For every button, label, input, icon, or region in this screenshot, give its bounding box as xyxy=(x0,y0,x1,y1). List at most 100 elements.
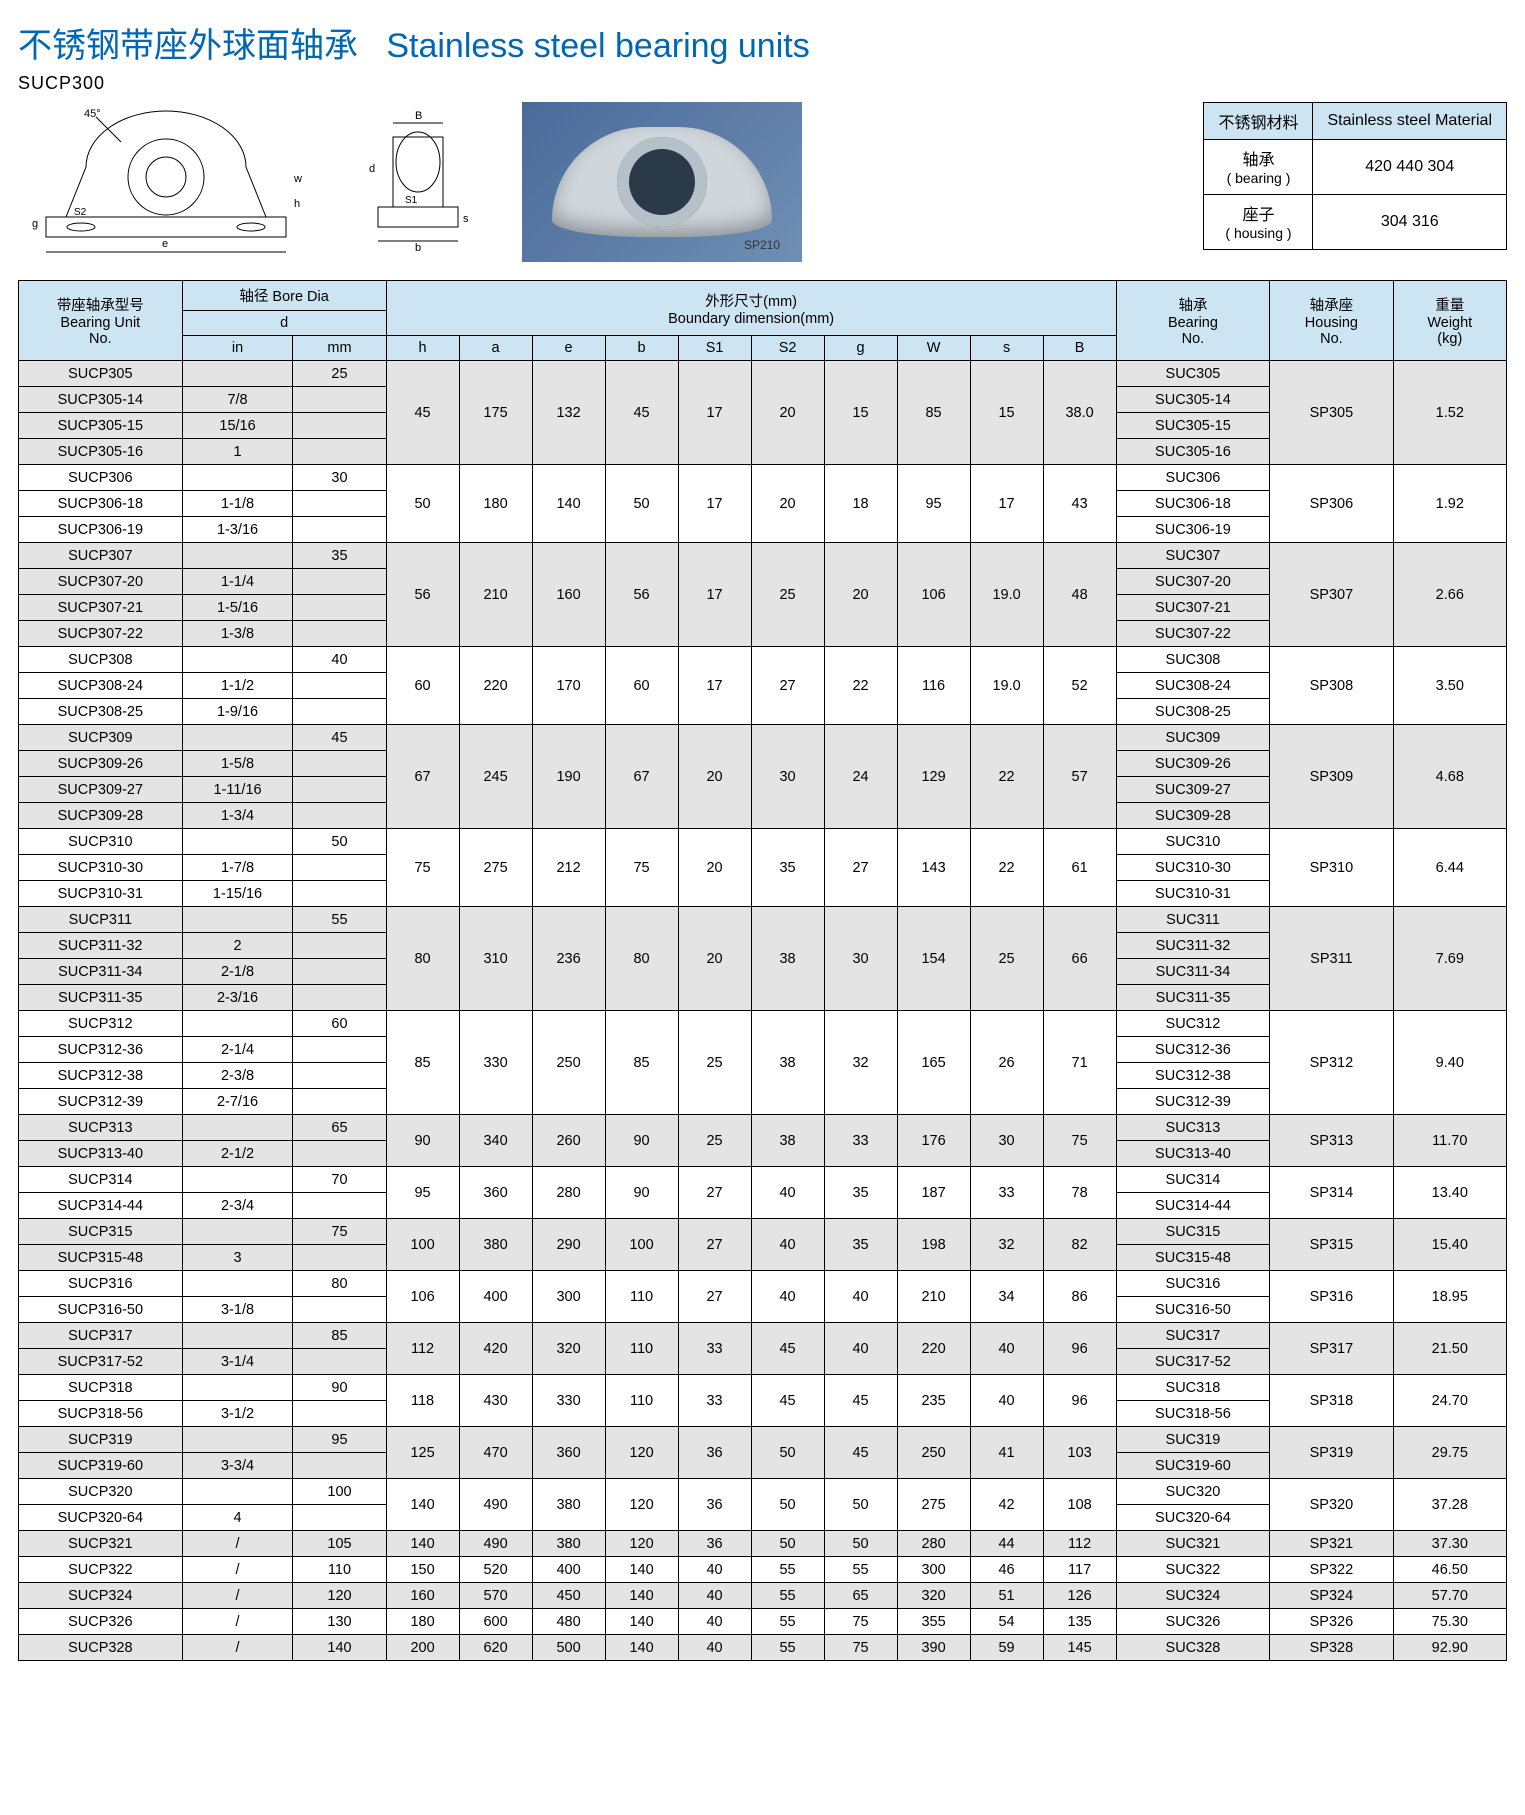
table-row: SUCP322/11015052040014040555530046117SUC… xyxy=(19,1557,1507,1583)
cell-in xyxy=(182,647,293,673)
cell-mm: 90 xyxy=(293,1375,386,1401)
table-row: SUCP318901184303301103345452354096SUC318… xyxy=(19,1375,1507,1401)
cell-mm xyxy=(293,777,386,803)
cell-bearing: SUC319 xyxy=(1116,1427,1270,1453)
col-unit: 带座轴承型号 Bearing Unit No. xyxy=(19,281,183,361)
cell-dim: 17 xyxy=(678,465,751,543)
cell-dim: 85 xyxy=(605,1011,678,1115)
cell-in: / xyxy=(182,1557,293,1583)
cell-unit: SUCP314-44 xyxy=(19,1193,183,1219)
cell-dim: 25 xyxy=(970,907,1043,1011)
cell-dim: 50 xyxy=(386,465,459,543)
table-row: SUCP3136590340260902538331763075SUC313SP… xyxy=(19,1115,1507,1141)
cell-dim: 160 xyxy=(386,1583,459,1609)
cell-housing: SP317 xyxy=(1270,1323,1393,1375)
cell-dim: 42 xyxy=(970,1479,1043,1531)
cell-dim: 176 xyxy=(897,1115,970,1167)
cell-dim: 55 xyxy=(751,1609,824,1635)
cell-weight: 6.44 xyxy=(1393,829,1506,907)
cell-dim: 55 xyxy=(751,1583,824,1609)
mat-row-label: 轴承 ( bearing ) xyxy=(1204,140,1313,195)
col-b: b xyxy=(605,336,678,361)
cell-unit: SUCP311 xyxy=(19,907,183,933)
cell-dim: 45 xyxy=(751,1375,824,1427)
cell-dim: 50 xyxy=(751,1531,824,1557)
cell-bearing: SUC307-22 xyxy=(1116,621,1270,647)
cell-mm xyxy=(293,881,386,907)
svg-text:45°: 45° xyxy=(84,108,101,120)
cell-unit: SUCP307-22 xyxy=(19,621,183,647)
cell-dim: 56 xyxy=(386,543,459,647)
cell-dim: 54 xyxy=(970,1609,1043,1635)
cell-dim: 320 xyxy=(532,1323,605,1375)
cell-housing: SP316 xyxy=(1270,1271,1393,1323)
cell-dim: 55 xyxy=(824,1557,897,1583)
spec-table: 带座轴承型号 Bearing Unit No. 轴径 Bore Dia 外形尺寸… xyxy=(18,280,1507,1661)
cell-weight: 24.70 xyxy=(1393,1375,1506,1427)
cell-unit: SUCP315-48 xyxy=(19,1245,183,1271)
cell-dim: 135 xyxy=(1043,1609,1116,1635)
cell-dim: 330 xyxy=(459,1011,532,1115)
cell-unit: SUCP316 xyxy=(19,1271,183,1297)
cell-dim: 20 xyxy=(751,465,824,543)
cell-dim: 340 xyxy=(459,1115,532,1167)
cell-in: 3-1/8 xyxy=(182,1297,293,1323)
cell-dim: 67 xyxy=(386,725,459,829)
cell-in: / xyxy=(182,1583,293,1609)
cell-in xyxy=(182,1167,293,1193)
cell-dim: 40 xyxy=(824,1271,897,1323)
bearing-icon xyxy=(552,127,772,237)
cell-dim: 44 xyxy=(970,1531,1043,1557)
cell-bearing: SUC315-48 xyxy=(1116,1245,1270,1271)
cell-bearing: SUC312 xyxy=(1116,1011,1270,1037)
cell-dim: 143 xyxy=(897,829,970,907)
cell-dim: 15 xyxy=(824,361,897,465)
cell-dim: 450 xyxy=(532,1583,605,1609)
cell-unit: SUCP309-27 xyxy=(19,777,183,803)
cell-unit: SUCP312 xyxy=(19,1011,183,1037)
cell-dim: 500 xyxy=(532,1635,605,1661)
cell-in xyxy=(182,1271,293,1297)
cell-unit: SUCP310 xyxy=(19,829,183,855)
header-row: 45° a e S2 g h w B b d S1 s xyxy=(18,102,1507,262)
cell-dim: 51 xyxy=(970,1583,1043,1609)
cell-unit: SUCP319-60 xyxy=(19,1453,183,1479)
cell-dim: 19.0 xyxy=(970,543,1043,647)
cell-dim: 100 xyxy=(605,1219,678,1271)
cell-dim: 35 xyxy=(824,1219,897,1271)
cell-weight: 57.70 xyxy=(1393,1583,1506,1609)
table-row: SUCP328/14020062050014040557539059145SUC… xyxy=(19,1635,1507,1661)
cell-weight: 75.30 xyxy=(1393,1609,1506,1635)
cell-bearing: SUC310-30 xyxy=(1116,855,1270,881)
cell-weight: 7.69 xyxy=(1393,907,1506,1011)
cell-weight: 46.50 xyxy=(1393,1557,1506,1583)
svg-text:b: b xyxy=(415,242,421,254)
cell-housing: SP309 xyxy=(1270,725,1393,829)
cell-unit: SUCP320 xyxy=(19,1479,183,1505)
cell-dim: 34 xyxy=(970,1271,1043,1323)
cell-in: 1-5/8 xyxy=(182,751,293,777)
cell-mm xyxy=(293,413,386,439)
cell-unit: SUCP309-28 xyxy=(19,803,183,829)
cell-bearing: SUC319-60 xyxy=(1116,1453,1270,1479)
cell-dim: 140 xyxy=(605,1609,678,1635)
cell-unit: SUCP316-50 xyxy=(19,1297,183,1323)
cell-mm xyxy=(293,1193,386,1219)
cell-bearing: SUC306 xyxy=(1116,465,1270,491)
cell-weight: 37.30 xyxy=(1393,1531,1506,1557)
col-S1: S1 xyxy=(678,336,751,361)
cell-mm xyxy=(293,1401,386,1427)
cell-dim: 50 xyxy=(824,1531,897,1557)
col-dim: 外形尺寸(mm) Boundary dimension(mm) xyxy=(386,281,1116,336)
cell-housing: SP308 xyxy=(1270,647,1393,725)
col-a: a xyxy=(459,336,532,361)
cell-unit: SUCP307-20 xyxy=(19,569,183,595)
cell-dim: 27 xyxy=(751,647,824,725)
cell-dim: 250 xyxy=(532,1011,605,1115)
cell-dim: 100 xyxy=(386,1219,459,1271)
cell-dim: 22 xyxy=(824,647,897,725)
cell-dim: 355 xyxy=(897,1609,970,1635)
cell-unit: SUCP313 xyxy=(19,1115,183,1141)
col-B: B xyxy=(1043,336,1116,361)
cell-in xyxy=(182,1375,293,1401)
